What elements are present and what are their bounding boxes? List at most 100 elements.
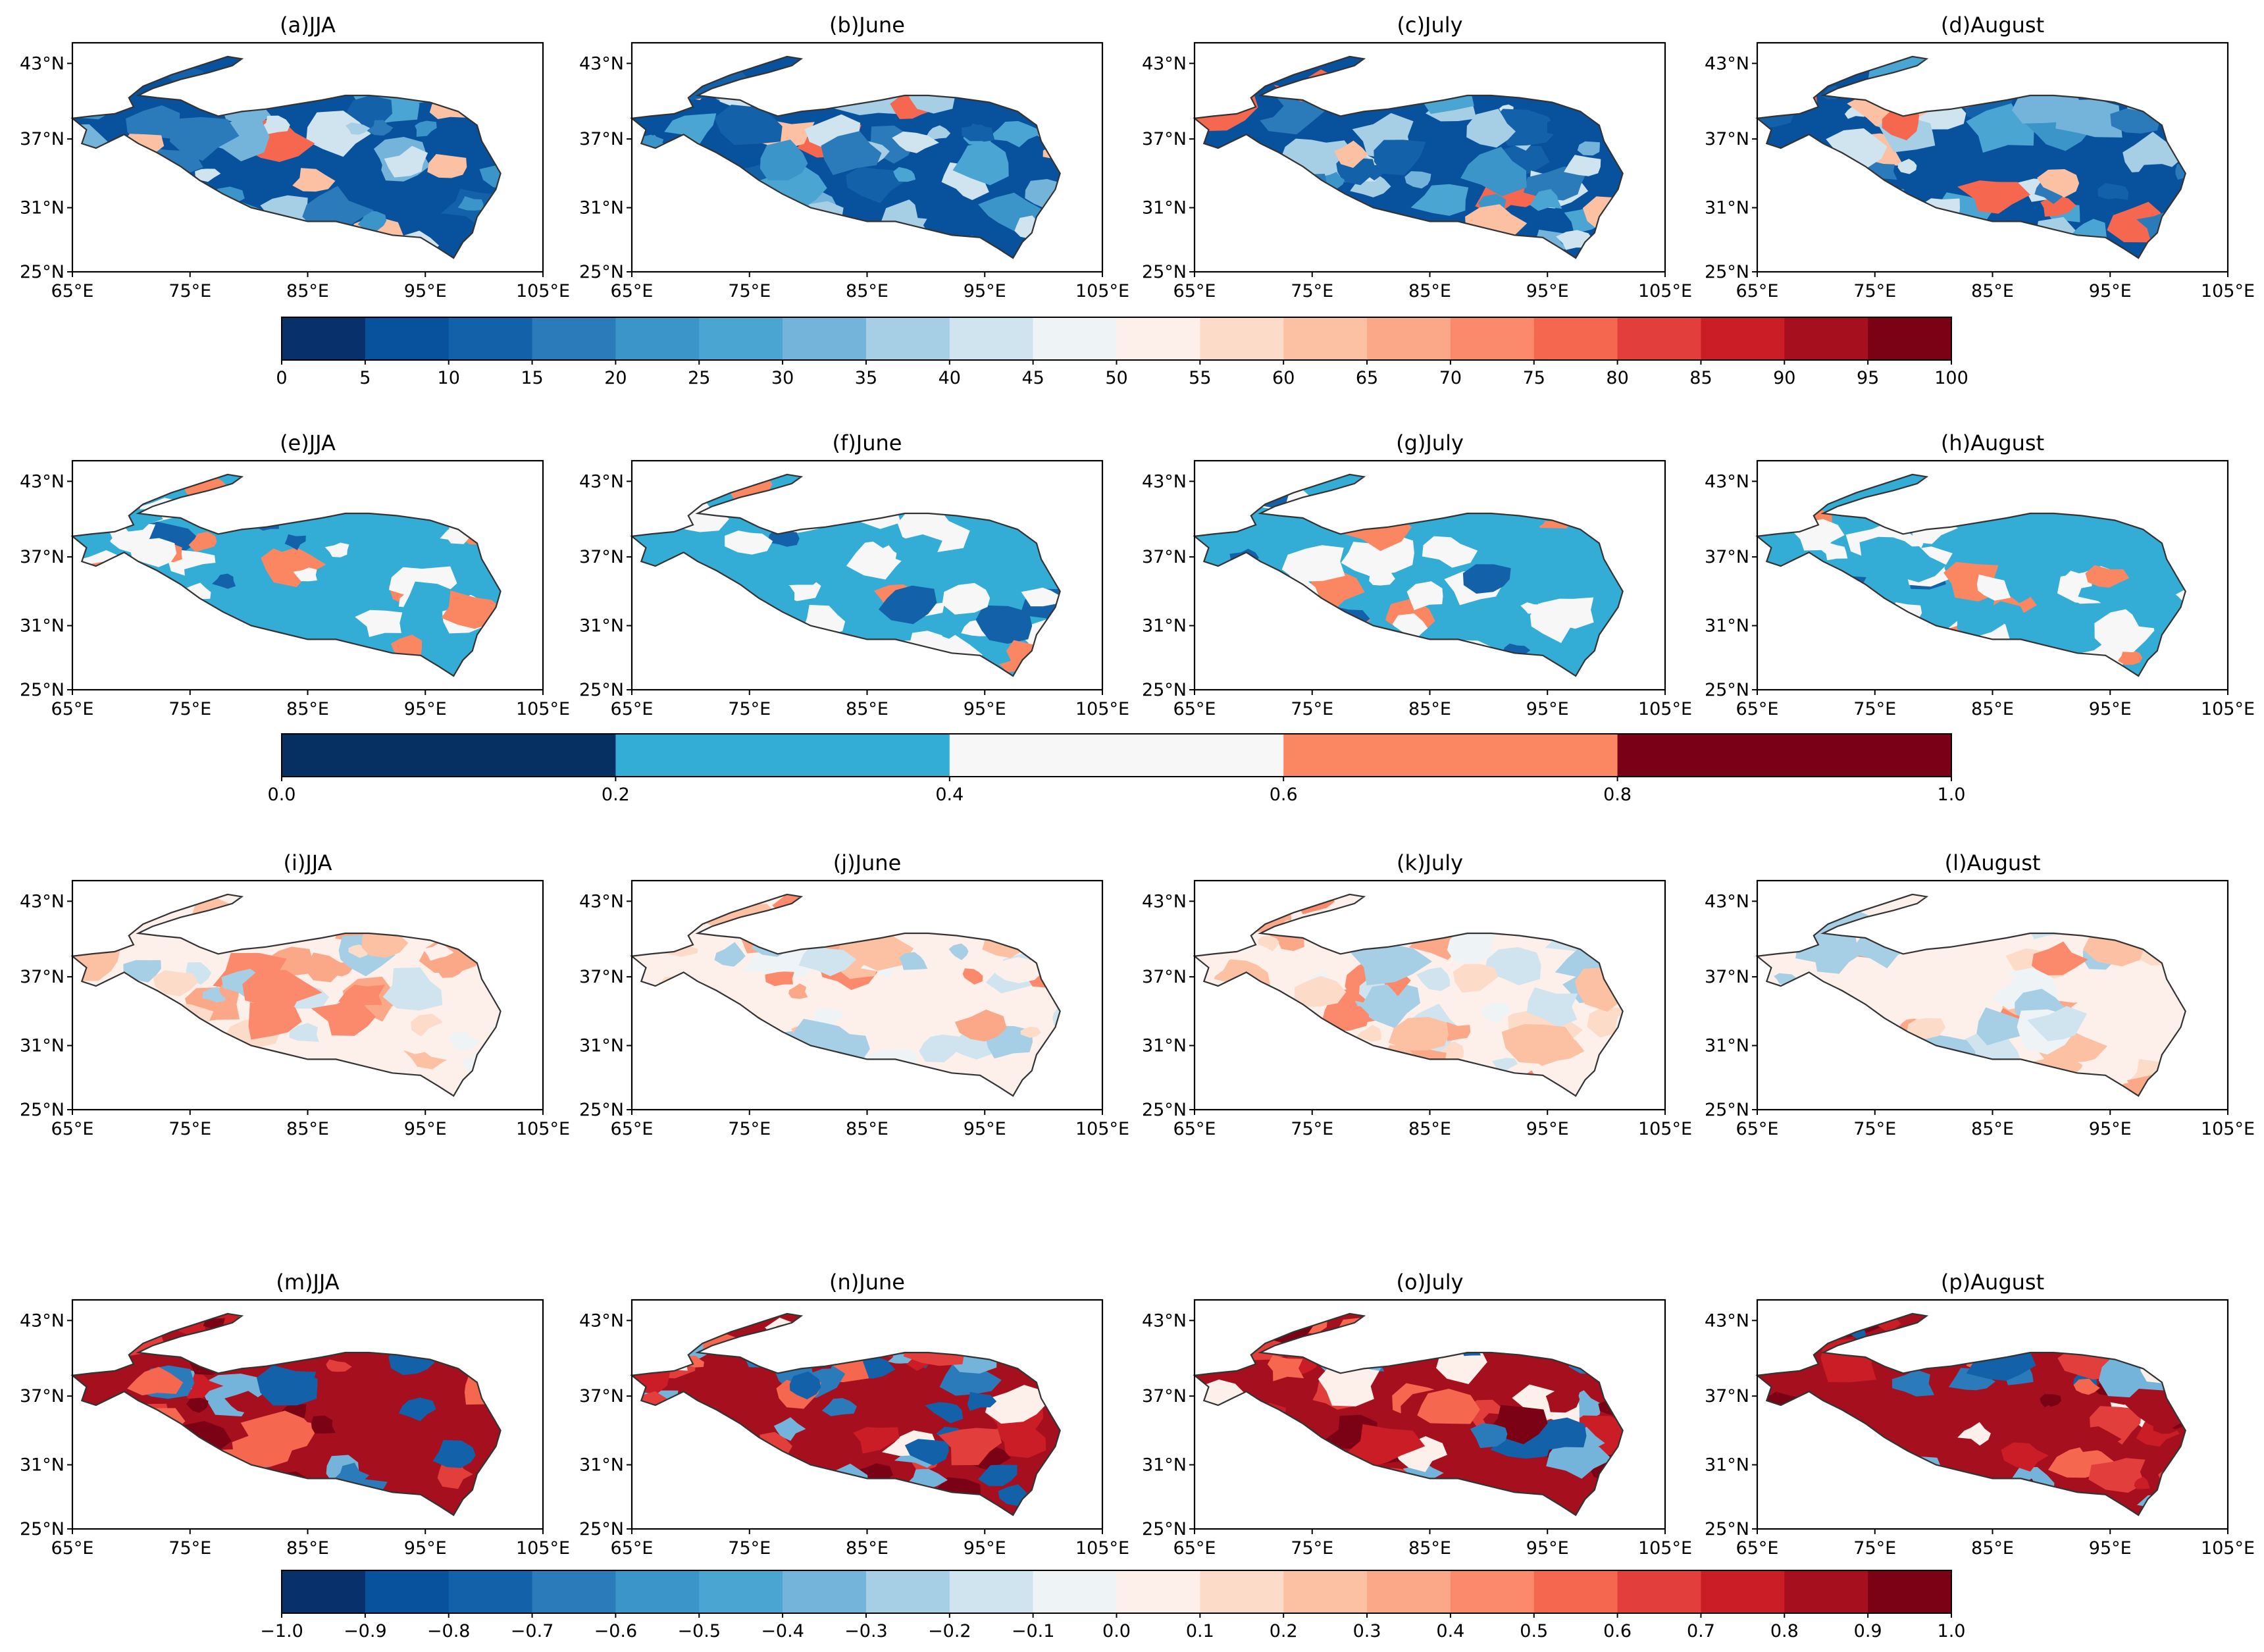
field-patch [1479, 1313, 1524, 1340]
field-patch [188, 531, 217, 552]
x-tick-label: 85°E [846, 1119, 888, 1139]
field-patch [826, 475, 848, 486]
field-patch [810, 1070, 862, 1097]
field-patch [2042, 609, 2103, 649]
field-patch [1233, 1453, 1269, 1472]
field-patch [635, 592, 671, 611]
panel-title: (o)July [1396, 1270, 1463, 1295]
x-tick-label: 105°E [2201, 699, 2255, 719]
field-patch [987, 120, 1045, 147]
field-patch [370, 56, 422, 78]
field-patch [791, 60, 846, 91]
field-patch [142, 623, 210, 667]
field-patch [1223, 898, 1249, 917]
plateau-field [632, 474, 1060, 677]
field-patch [1793, 1078, 1838, 1097]
field-patch [846, 540, 904, 580]
field-patch [992, 957, 1046, 983]
colorbar-swatch [1450, 317, 1535, 360]
colorbar-swatch [448, 317, 533, 360]
field-patch [304, 56, 361, 82]
field-patch [677, 238, 726, 259]
field-patch [705, 635, 748, 667]
field-patch [714, 942, 746, 967]
field-patch [1025, 240, 1060, 259]
plateau-border [630, 893, 1061, 1097]
x-tick-label: 95°E [404, 699, 447, 719]
colorbar-tick-label: 45 [1021, 368, 1044, 388]
field-patch [1772, 1444, 1808, 1467]
field-patch [967, 123, 995, 142]
field-patch [737, 1454, 776, 1480]
field-patch [632, 496, 654, 509]
field-patch [1341, 542, 1393, 577]
field-patch [344, 518, 399, 549]
field-patch [1492, 1058, 1518, 1071]
field-patch [473, 1329, 501, 1347]
field-patch [860, 659, 906, 677]
y-tick-label: 43°N [579, 471, 624, 492]
colorbar-tick-label: 0.0 [268, 785, 296, 805]
field-patch [89, 624, 168, 666]
field-patch [1545, 1384, 1580, 1413]
field-patch [664, 113, 717, 145]
panel-title: (l)August [1945, 850, 2041, 875]
field-patch [118, 134, 165, 161]
y-tick-label: 31°N [1142, 198, 1187, 219]
y-tick-label: 31°N [20, 616, 64, 636]
field-patch [1351, 1080, 1401, 1097]
x-tick-label: 105°E [1638, 281, 1692, 301]
field-patch [1816, 167, 1857, 190]
field-patch [450, 56, 488, 88]
field-patch [880, 56, 932, 83]
field-patch [1311, 1074, 1372, 1097]
field-patch [669, 1046, 721, 1076]
field-patch [427, 154, 467, 178]
colorbar-tick-label: 100 [1934, 368, 1968, 388]
field-patch [338, 935, 396, 977]
plateau-field [1757, 894, 2186, 1097]
field-patch [88, 1422, 168, 1465]
field-patches [632, 1313, 1058, 1516]
x-tick-label: 65°E [1173, 1119, 1216, 1139]
field-patch [2117, 649, 2143, 665]
field-patch [1202, 1338, 1234, 1366]
x-tick-label: 95°E [964, 699, 1006, 719]
plateau-border [1755, 473, 2186, 677]
field-patch [1483, 947, 1541, 985]
field-patch [1195, 1029, 1238, 1067]
field-patch [2122, 132, 2183, 172]
x-tick-label: 105°E [1638, 699, 1692, 719]
field-patch [430, 1335, 471, 1358]
field-patch [1281, 245, 1308, 259]
y-tick-label: 25°N [579, 1519, 624, 1539]
field-patch [1998, 1313, 2040, 1329]
field-patch [1943, 903, 1967, 919]
field-patch [1775, 226, 1838, 259]
map-panel: (i)JJA 65°E 75°E 85°E 95°E 105°E 43°N 37°N 31°N 2… [20, 850, 570, 1139]
colorbar-tick-label: 0.1 [1186, 1621, 1214, 1641]
field-patch [1948, 1368, 1995, 1391]
y-tick-label: 37°N [579, 547, 624, 567]
field-patch [638, 163, 667, 183]
field-patch [637, 632, 661, 649]
field-patch [1865, 219, 1905, 239]
colorbar-swatch [1533, 317, 1618, 360]
y-tick-label: 25°N [1705, 680, 1749, 700]
y-tick-label: 31°N [1142, 1036, 1187, 1056]
x-tick-label: 85°E [1408, 699, 1451, 719]
field-patch [83, 1485, 118, 1511]
field-patch [102, 581, 128, 596]
x-tick-label: 105°E [516, 1119, 570, 1139]
x-tick-label: 65°E [1173, 281, 1216, 301]
colorbar-tick-label: 65 [1356, 368, 1378, 388]
field-patch [1878, 1456, 1943, 1491]
field-patch [398, 1397, 436, 1422]
field-patch [654, 1045, 684, 1071]
field-patch [163, 656, 193, 675]
field-patch [916, 238, 975, 259]
field-patch [1820, 1339, 1876, 1383]
field-patch [1388, 1017, 1449, 1051]
colorbar-tick-label: −1.0 [260, 1621, 303, 1641]
field-patch [1520, 602, 1541, 614]
